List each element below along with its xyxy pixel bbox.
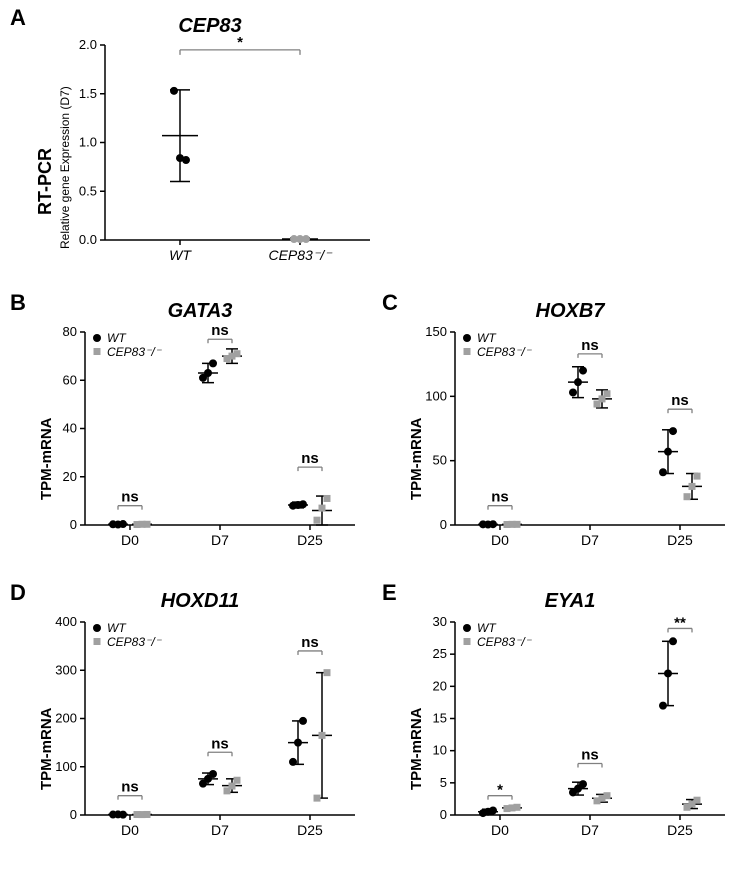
svg-text:5: 5 (440, 775, 447, 790)
svg-text:D25: D25 (297, 822, 323, 838)
figure-root: A CEP83 RT-PCR Relative gene Expression … (0, 0, 744, 870)
panel-D-label: D (10, 580, 26, 606)
panel-B: GATA3 TPM-mRNA 0 20 40 60 80 D0 D7 D25 ns ns ns WTC… (30, 300, 370, 560)
svg-text:D7: D7 (211, 532, 229, 548)
svg-text:CEP83⁻/⁻: CEP83⁻/⁻ (107, 345, 163, 359)
panel-B-chart: 0 20 40 60 80 D0 D7 D25 ns ns ns WTCEP83⁻/⁻ (30, 300, 370, 560)
svg-text:300: 300 (55, 662, 77, 677)
svg-text:ns: ns (581, 337, 599, 354)
svg-text:D25: D25 (667, 532, 693, 548)
svg-text:D0: D0 (491, 822, 509, 838)
svg-text:10: 10 (433, 743, 447, 758)
svg-text:30: 30 (433, 614, 447, 629)
panel-C-ylabel: TPM-mRNA (408, 418, 425, 501)
svg-text:20: 20 (433, 678, 447, 693)
svg-text:WT: WT (169, 247, 192, 263)
svg-text:400: 400 (55, 614, 77, 629)
svg-text:150: 150 (425, 324, 447, 339)
svg-text:ns: ns (301, 634, 319, 651)
panel-A-ylabel: RT-PCR (35, 148, 56, 215)
svg-text:D7: D7 (581, 822, 599, 838)
svg-text:100: 100 (55, 759, 77, 774)
svg-text:100: 100 (425, 388, 447, 403)
svg-text:*: * (497, 782, 503, 799)
svg-text:WT: WT (477, 331, 497, 345)
panel-D: HOXD11 TPM-mRNA 0 100 200 300 400 D0 D7 D25 ns ns… (30, 590, 370, 850)
panel-C: HOXB7 TPM-mRNA 0 50 100 150 D0 D7 D25 ns ns ns WTC… (400, 300, 740, 560)
svg-text:CEP83⁻/⁻: CEP83⁻/⁻ (268, 247, 333, 263)
svg-text:ns: ns (581, 747, 599, 764)
panel-C-chart: 0 50 100 150 D0 D7 D25 ns ns ns WTCEP83⁻/⁻ (400, 300, 740, 560)
svg-text:0.5: 0.5 (79, 183, 97, 198)
svg-text:ns: ns (491, 489, 509, 506)
svg-text:0: 0 (440, 517, 447, 532)
panel-A-chart: 0.00.51.01.52.0WTCEP83⁻/⁻* (40, 15, 380, 265)
svg-text:**: ** (674, 614, 686, 631)
panel-D-chart: 0 100 200 300 400 D0 D7 D25 ns ns ns WTCEP83⁻/⁻ (30, 590, 370, 850)
svg-text:D7: D7 (211, 822, 229, 838)
panel-C-label: C (382, 290, 398, 316)
panel-A: CEP83 RT-PCR Relative gene Expression (D… (40, 15, 380, 265)
svg-text:D25: D25 (667, 822, 693, 838)
panel-B-title: GATA3 (30, 300, 370, 323)
svg-text:ns: ns (211, 735, 229, 752)
panel-D-title: HOXD11 (30, 590, 370, 613)
svg-text:ns: ns (121, 779, 139, 796)
svg-text:CEP83⁻/⁻: CEP83⁻/⁻ (477, 345, 533, 359)
svg-text:WT: WT (477, 621, 497, 635)
svg-text:CEP83⁻/⁻: CEP83⁻/⁻ (477, 635, 533, 649)
svg-text:1.5: 1.5 (79, 86, 97, 101)
svg-text:2.0: 2.0 (79, 37, 97, 52)
svg-text:ns: ns (121, 489, 139, 506)
panel-B-label: B (10, 290, 26, 316)
svg-text:50: 50 (433, 453, 447, 468)
svg-text:0: 0 (70, 517, 77, 532)
panel-C-title: HOXB7 (400, 300, 740, 323)
panel-E-title: EYA1 (400, 590, 740, 613)
svg-text:WT: WT (107, 621, 127, 635)
svg-text:1.0: 1.0 (79, 135, 97, 150)
svg-text:20: 20 (63, 469, 77, 484)
panel-A-ylabel-sub: Relative gene Expression (D7) (58, 86, 72, 249)
svg-text:0: 0 (70, 807, 77, 822)
svg-text:D0: D0 (121, 822, 139, 838)
svg-text:0: 0 (440, 807, 447, 822)
svg-text:D0: D0 (121, 532, 139, 548)
svg-text:D25: D25 (297, 532, 323, 548)
svg-text:15: 15 (433, 711, 447, 726)
panel-D-ylabel: TPM-mRNA (38, 708, 55, 791)
svg-text:D7: D7 (581, 532, 599, 548)
panel-E-ylabel: TPM-mRNA (408, 708, 425, 791)
panel-A-title: CEP83 (40, 15, 380, 38)
svg-text:CEP83⁻/⁻: CEP83⁻/⁻ (107, 635, 163, 649)
panel-E-label: E (382, 580, 397, 606)
svg-text:ns: ns (211, 322, 229, 339)
svg-text:0.0: 0.0 (79, 232, 97, 247)
svg-text:25: 25 (433, 646, 447, 661)
svg-text:D0: D0 (491, 532, 509, 548)
svg-text:40: 40 (63, 421, 77, 436)
svg-text:ns: ns (671, 392, 689, 409)
svg-text:WT: WT (107, 331, 127, 345)
svg-text:80: 80 (63, 324, 77, 339)
svg-text:60: 60 (63, 372, 77, 387)
svg-text:ns: ns (301, 450, 319, 467)
panel-B-ylabel: TPM-mRNA (38, 418, 55, 501)
svg-text:200: 200 (55, 711, 77, 726)
panel-A-label: A (10, 5, 26, 31)
panel-E: EYA1 TPM-mRNA 0 5 10 15 20 25 30 D0 D7 D25 * ns ** WT… (400, 590, 740, 850)
panel-E-chart: 0 5 10 15 20 25 30 D0 D7 D25 * ns ** WTCEP83⁻/⁻ (400, 590, 740, 850)
